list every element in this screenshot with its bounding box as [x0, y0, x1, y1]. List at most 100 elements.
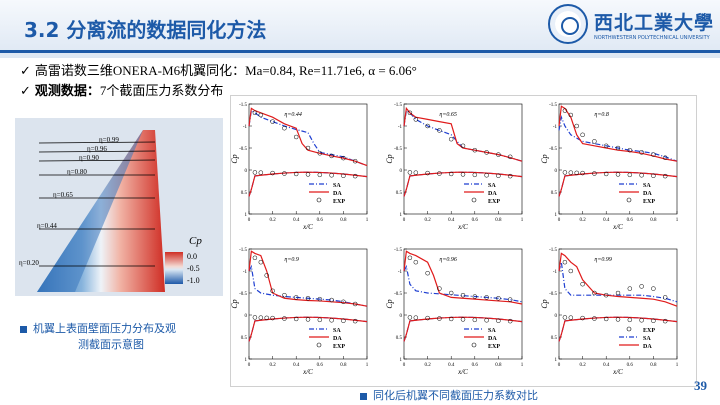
- plot-frame: [403, 248, 523, 360]
- exp-point: [317, 151, 323, 156]
- exp-point: [568, 268, 574, 274]
- y-tick-label: -1: [553, 125, 558, 130]
- exp-point-lower: [496, 173, 501, 178]
- plot-frame: [248, 248, 368, 360]
- y-tick-label: 0: [400, 169, 403, 174]
- y-tick-label: 0: [245, 169, 248, 174]
- exp-point-lower: [352, 318, 358, 324]
- exp-point-lower: [448, 316, 454, 322]
- exp-point: [496, 296, 501, 301]
- x-tick-label: 0.4: [603, 363, 610, 368]
- y-tick-label: -1: [398, 270, 403, 275]
- exp-point: [460, 292, 466, 298]
- exp-point-lower: [264, 315, 269, 321]
- exp-point: [448, 290, 454, 296]
- check-icon: ✓: [20, 63, 31, 78]
- page-number: 39: [694, 378, 707, 393]
- legend-label: DA: [333, 191, 342, 197]
- exp-point: [472, 147, 478, 153]
- series-line-lower-da: [558, 171, 678, 197]
- y-tick-label: -1: [243, 125, 248, 130]
- exp-point: [592, 290, 597, 296]
- x-tick-label: 0.2: [579, 218, 586, 223]
- plot-title: η=0.65: [439, 112, 457, 118]
- bullet-square-icon: [360, 392, 367, 400]
- exp-point-lower: [484, 318, 489, 323]
- plots-caption: 同化后机翼不同截面压力系数对比: [360, 387, 538, 403]
- exp-point-lower: [627, 172, 633, 178]
- y-tick-label: -1: [243, 270, 248, 275]
- legend-label: SA: [333, 328, 341, 334]
- y-tick-label: -1.5: [549, 103, 557, 108]
- x-tick-label: 0.4: [293, 363, 300, 368]
- x-tick-label: 0.4: [448, 218, 455, 223]
- exp-point: [413, 259, 419, 265]
- legend-label: SA: [643, 336, 651, 342]
- x-tick-label: 0.4: [603, 218, 610, 223]
- exp-point: [258, 259, 264, 265]
- exp-point-lower: [293, 316, 299, 322]
- y-axis-label: Cp: [385, 299, 394, 308]
- exp-point: [270, 288, 275, 294]
- legend-label: DA: [643, 191, 652, 197]
- wing-caption: 机翼上表面壁面压力分布及观: [20, 320, 176, 336]
- exp-point-lower: [580, 315, 585, 321]
- colorbar: [165, 252, 183, 284]
- exp-point-lower: [252, 170, 258, 175]
- exp-point: [662, 295, 668, 300]
- exp-point: [484, 295, 489, 300]
- y-tick-label: 0.5: [241, 191, 248, 196]
- station-label: η=0.80: [67, 168, 87, 176]
- exp-point: [317, 296, 323, 302]
- exp-point-lower: [562, 315, 568, 320]
- x-tick-label: 0: [403, 218, 406, 223]
- y-tick-label: 0.5: [396, 191, 403, 196]
- exp-point-lower: [615, 172, 621, 177]
- exp-point: [425, 270, 430, 276]
- series-line-da: [403, 250, 523, 305]
- x-tick-label: 0.8: [495, 218, 502, 223]
- x-tick-label: 0.2: [424, 363, 431, 368]
- y-tick-label: -1: [398, 125, 403, 130]
- colorbar-title: Cp: [189, 235, 202, 247]
- exp-point: [282, 292, 287, 298]
- legend-marker-exp: [626, 197, 632, 203]
- y-tick-label: 1: [400, 213, 403, 218]
- page-title: 3.2 分离流的数据同化方法: [24, 18, 267, 42]
- series-line-lower-da: [403, 316, 523, 342]
- exp-point-lower: [568, 170, 574, 175]
- series-line-lower-da: [558, 316, 678, 342]
- y-tick-label: -0.5: [239, 147, 247, 152]
- exp-point-lower: [341, 173, 346, 178]
- exp-point-lower: [329, 318, 334, 323]
- exp-point-lower: [460, 172, 466, 177]
- wing-caption-line2: 测截面示意图: [78, 338, 144, 351]
- exp-point: [329, 297, 334, 303]
- exp-point-lower: [507, 318, 513, 324]
- exp-point-lower: [425, 170, 430, 176]
- exp-point: [639, 150, 644, 155]
- exp-point: [472, 294, 478, 299]
- plot-frame: [403, 103, 523, 215]
- exp-point-lower: [448, 171, 454, 177]
- exp-point-lower: [282, 316, 287, 321]
- cp-plots-panel: -1.5 -1 -0.5 0 0.5 1 0 0.2 0.4 0.6 0.8 1 x/C Cp η=0.44…: [230, 95, 697, 387]
- x-tick-label: 0.6: [627, 218, 634, 223]
- x-tick-label: 0.8: [340, 218, 347, 223]
- y-tick-label: -1.5: [239, 248, 247, 253]
- exp-point-lower: [270, 315, 275, 321]
- legend-label: SA: [488, 328, 496, 334]
- y-tick-label: 1: [555, 358, 558, 363]
- exp-point-lower: [329, 173, 334, 178]
- y-axis-label: Cp: [231, 299, 239, 308]
- legend-marker-exp: [316, 197, 322, 203]
- y-tick-label: 0: [245, 314, 248, 319]
- station-label: η=0.90: [79, 154, 99, 162]
- exp-point-lower: [580, 170, 585, 176]
- legend-marker-exp: [626, 326, 632, 332]
- exp-point-lower: [305, 317, 311, 322]
- exp-point-lower: [603, 316, 609, 322]
- legend-marker-exp: [316, 342, 322, 348]
- exp-point: [568, 112, 574, 118]
- legend-marker-exp: [471, 197, 477, 203]
